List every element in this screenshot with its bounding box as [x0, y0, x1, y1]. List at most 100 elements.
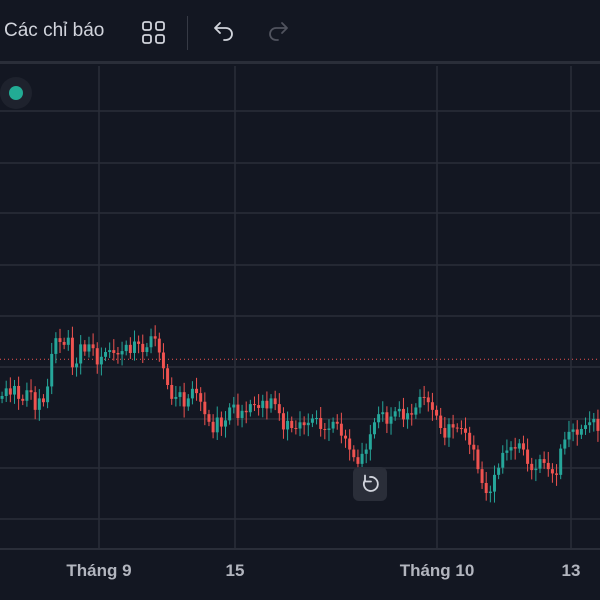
candle [149, 328, 153, 354]
candle [79, 335, 83, 375]
candle [37, 389, 41, 421]
candle-body [319, 417, 323, 429]
candle [579, 424, 583, 440]
candle [166, 363, 170, 390]
candle-body [0, 395, 4, 399]
candle-body [95, 348, 99, 365]
candle-body [534, 468, 538, 471]
candle-body [455, 427, 459, 429]
candle-body [128, 344, 132, 353]
toolbar-separator [187, 16, 188, 50]
candle-body [352, 449, 356, 458]
candle-body [207, 414, 211, 422]
candle [302, 416, 306, 435]
candle [277, 393, 281, 421]
candle-body [596, 418, 600, 431]
candle [476, 445, 480, 474]
candle-body [99, 356, 103, 365]
candle [66, 330, 70, 351]
candle [261, 394, 265, 418]
candle [327, 419, 331, 441]
candle [488, 485, 492, 503]
candle-body [356, 457, 360, 464]
candle [575, 420, 579, 446]
candle-body [145, 347, 149, 353]
candle-body [542, 459, 546, 463]
candle-body [430, 402, 434, 410]
candle-body [443, 428, 447, 438]
candle [29, 379, 33, 400]
candle-body [281, 413, 285, 430]
x-axis-label: Tháng 10 [399, 561, 475, 580]
candle [422, 385, 426, 406]
candle [517, 439, 521, 453]
candle [310, 414, 314, 428]
redo-icon[interactable] [261, 14, 297, 50]
candle [21, 394, 25, 406]
candle [132, 330, 136, 361]
candle-body [546, 462, 550, 470]
candle-body [37, 398, 41, 410]
candle-body [87, 344, 91, 352]
candle [120, 341, 124, 366]
reset-chart-button[interactable] [353, 467, 387, 501]
candle-body [472, 444, 476, 450]
candle [501, 445, 505, 474]
candle [54, 332, 58, 364]
chart-grid [0, 66, 600, 548]
candle [484, 471, 488, 501]
candle-body [315, 417, 319, 419]
candle [224, 411, 228, 438]
candle [298, 411, 302, 437]
candle [228, 403, 232, 425]
candle [112, 339, 116, 361]
candle [596, 409, 600, 442]
candle-body [236, 404, 240, 418]
candle [25, 382, 29, 407]
candle-body [29, 390, 33, 393]
candle [406, 407, 410, 429]
candle [344, 429, 348, 448]
candle [480, 461, 484, 489]
candle [62, 337, 66, 350]
candle-body [501, 452, 505, 468]
candle [145, 342, 149, 357]
candle-body [327, 428, 331, 430]
candle [348, 429, 352, 461]
candle [265, 391, 269, 420]
green-status-dot [9, 86, 23, 100]
undo-icon[interactable] [205, 14, 241, 50]
candle-body [389, 416, 393, 424]
candle [550, 463, 554, 483]
candle-body [286, 420, 290, 430]
candle-body [149, 336, 153, 348]
candle [439, 407, 443, 434]
candle-body [559, 448, 563, 475]
candle-body [166, 368, 170, 386]
grid-layout-icon[interactable] [136, 14, 172, 50]
candle [447, 418, 451, 447]
x-axis-label: Tháng 9 [66, 561, 132, 580]
candle-body [104, 352, 108, 357]
candle-body [393, 411, 397, 417]
candle [588, 411, 592, 433]
candle-body [575, 429, 579, 435]
candle [141, 334, 145, 364]
candle-body [203, 401, 207, 415]
candle-body [588, 422, 592, 426]
candle [521, 435, 525, 456]
candle [91, 333, 95, 356]
candle-body [451, 424, 455, 428]
candle [215, 406, 219, 440]
candle [435, 405, 439, 420]
candle-body [418, 396, 422, 408]
candle-body [584, 425, 588, 429]
candle-body [124, 344, 128, 352]
candle [468, 426, 472, 455]
candle [95, 342, 99, 374]
indicators-button[interactable]: Các chỉ báo [4, 20, 105, 41]
candle [87, 336, 91, 358]
candle [186, 394, 190, 411]
candle-body [244, 410, 248, 413]
